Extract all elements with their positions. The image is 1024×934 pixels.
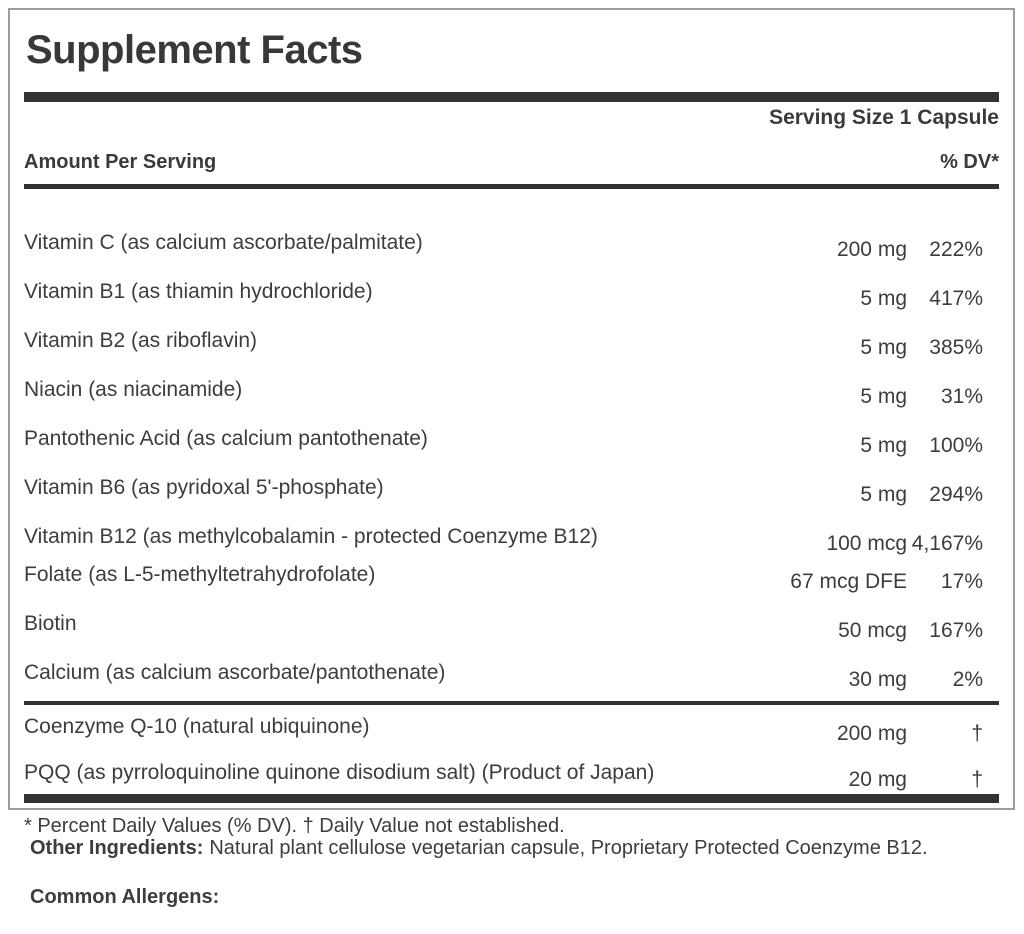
ingredient-row-vitamin-b1: Vitamin B1 (as thiamin hydrochloride) 5 … [24, 279, 999, 312]
ingredient-amount: 5 mg [860, 434, 907, 457]
common-allergens-label: Common Allergens: [30, 886, 220, 908]
ingredient-label: PQQ (as pyrroloquinoline quinone disodiu… [24, 761, 655, 784]
ingredient-label: Biotin [24, 612, 77, 635]
ingredient-amount: 20 mg [848, 768, 907, 791]
ingredient-row-niacin: Niacin (as niacinamide) 5 mg 31% [24, 377, 999, 410]
ingredient-dv: 100% [929, 434, 983, 457]
ingredient-label: Vitamin B1 (as thiamin hydrochloride) [24, 280, 373, 303]
ingredient-dv: 17% [940, 570, 983, 593]
ingredient-label: Coenzyme Q-10 (natural ubiquinone) [24, 715, 370, 738]
ingredient-row-folate: Folate (as L-5-methyltetrahydrofolate) 6… [24, 562, 999, 595]
amount-per-serving-header: Amount Per Serving [24, 151, 217, 173]
ingredient-row-vitamin-c: Vitamin C (as calcium ascorbate/palmitat… [24, 230, 999, 263]
panel-title: Supplement Facts [26, 28, 363, 72]
ingredient-row-pqq: PQQ (as pyrroloquinoline quinone disodiu… [24, 760, 999, 793]
ingredient-dv: 167% [929, 619, 983, 642]
divider-medium-header [24, 184, 999, 189]
ingredient-label: Pantothenic Acid (as calcium pantothenat… [24, 427, 428, 450]
percent-dv-header: % DV* [940, 151, 999, 173]
ingredient-dv: 294% [929, 483, 983, 506]
ingredient-dv: 2% [952, 668, 983, 691]
ingredient-dv: 417% [929, 287, 983, 310]
ingredient-label: Folate (as L-5-methyltetrahydrofolate) [24, 563, 376, 586]
divider-medium-middle [24, 701, 999, 705]
ingredient-amount: 200 mg [836, 722, 907, 745]
ingredient-dv: † [971, 768, 983, 791]
ingredient-amount: 5 mg [860, 483, 907, 506]
columns-header: Amount Per Serving % DV* [24, 149, 999, 175]
ingredient-label: Calcium (as calcium ascorbate/pantothena… [24, 661, 446, 684]
supplement-facts-panel: Supplement Facts Serving Size 1 Capsule … [8, 8, 1015, 837]
ingredient-row-vitamin-b12: Vitamin B12 (as methylcobalamin - protec… [24, 524, 999, 557]
ingredient-label: Vitamin B12 (as methylcobalamin - protec… [24, 525, 598, 548]
ingredient-label: Vitamin C (as calcium ascorbate/palmitat… [24, 231, 423, 254]
other-ingredients-label: Other Ingredients: [30, 837, 204, 859]
daily-value-footnote: * Percent Daily Values (% DV). † Daily V… [24, 815, 565, 837]
other-ingredients: Other Ingredients: Natural plant cellulos… [30, 834, 995, 862]
ingredient-dv: 4,167% [911, 532, 983, 555]
ingredient-row-vitamin-b2: Vitamin B2 (as riboflavin) 5 mg 385% [24, 328, 999, 361]
ingredient-row-vitamin-b6: Vitamin B6 (as pyridoxal 5'-phosphate) 5… [24, 475, 999, 508]
ingredient-dv: 385% [929, 336, 983, 359]
ingredient-label: Niacin (as niacinamide) [24, 378, 243, 401]
ingredient-amount: 30 mg [848, 668, 907, 691]
ingredient-amount: 67 mcg DFE [790, 570, 907, 593]
other-ingredients-text: Natural plant cellulose vegetarian capsu… [209, 837, 928, 859]
ingredient-amount: 5 mg [860, 287, 907, 310]
ingredient-dv: 31% [940, 385, 983, 408]
ingredient-dv: 222% [929, 238, 983, 261]
serving-size: Serving Size 1 Capsule [769, 106, 999, 129]
ingredient-amount: 200 mg [836, 238, 907, 261]
ingredient-amount: 5 mg [860, 336, 907, 359]
divider-thick-bottom [24, 794, 999, 803]
ingredient-amount: 5 mg [860, 385, 907, 408]
ingredient-dv: † [971, 722, 983, 745]
ingredient-amount: 100 mcg [826, 532, 907, 555]
ingredient-rows: Vitamin C (as calcium ascorbate/palmitat… [24, 230, 999, 793]
ingredient-row-pantothenic-acid: Pantothenic Acid (as calcium pantothenat… [24, 426, 999, 459]
divider-thick-top [24, 92, 999, 102]
ingredient-label: Vitamin B6 (as pyridoxal 5'-phosphate) [24, 476, 384, 499]
ingredient-label: Vitamin B2 (as riboflavin) [24, 329, 258, 352]
ingredient-row-biotin: Biotin 50 mcg 167% [24, 611, 999, 644]
ingredient-row-coenzyme-q10: Coenzyme Q-10 (natural ubiquinone) 200 m… [24, 714, 999, 747]
ingredient-row-calcium: Calcium (as calcium ascorbate/pantothena… [24, 660, 999, 693]
ingredient-amount: 50 mcg [838, 619, 907, 642]
